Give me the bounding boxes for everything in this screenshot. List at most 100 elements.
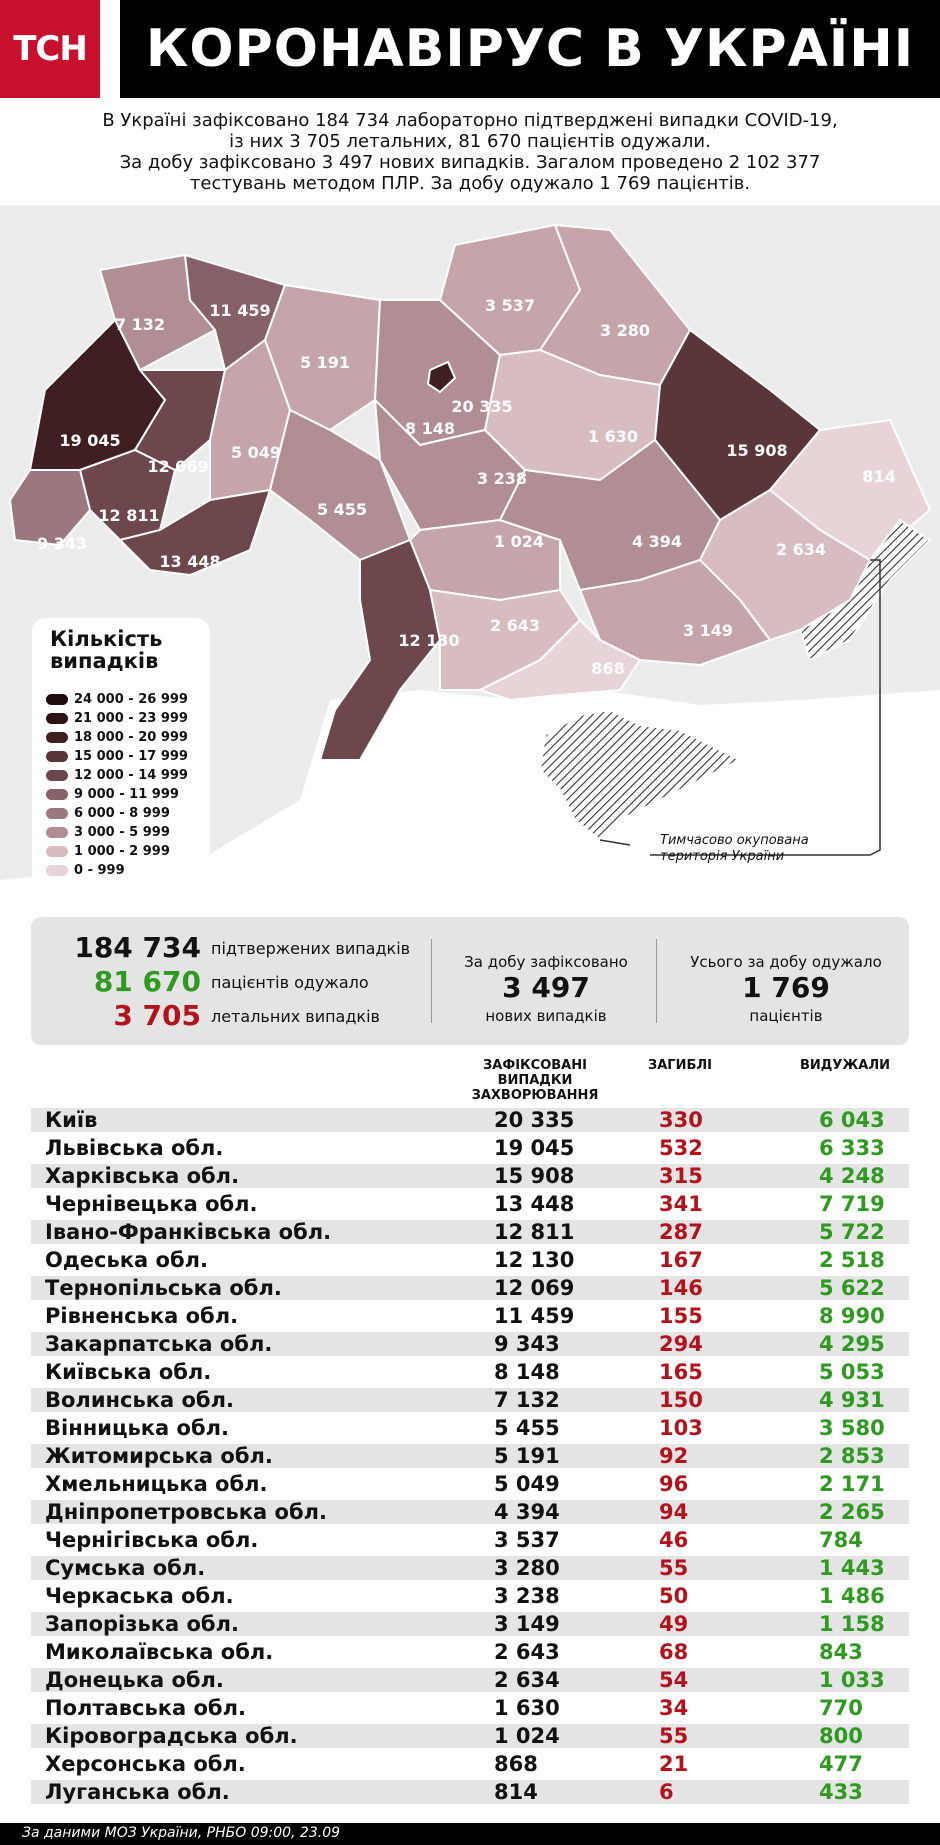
region-chernivtsi xyxy=(118,488,272,577)
row-deaths: 55 xyxy=(659,1724,689,1748)
table-row: Черкаська обл. 3 238 50 1 486 xyxy=(31,1584,909,1608)
legend-label: 12 000 - 14 999 xyxy=(74,767,188,783)
table-row: Донецька обл. 2 634 54 1 033 xyxy=(31,1668,909,1692)
legend-swatch xyxy=(46,712,68,724)
table-row: Житомирська обл. 5 191 92 2 853 xyxy=(31,1444,909,1468)
row-region: Запорізька обл. xyxy=(45,1612,239,1636)
row-cases: 1 630 xyxy=(494,1696,560,1720)
row-cases: 11 459 xyxy=(494,1304,575,1328)
map-label: 13 448 xyxy=(159,552,220,571)
map-label: 3 280 xyxy=(600,321,650,340)
row-region: Полтавська обл. xyxy=(45,1696,246,1720)
row-deaths: 21 xyxy=(659,1752,689,1776)
legend-label: 24 000 - 26 999 xyxy=(74,691,188,707)
row-recovered: 4 295 xyxy=(819,1332,885,1356)
row-recovered: 4 931 xyxy=(819,1388,885,1412)
table-row: Полтавська обл. 1 630 34 770 xyxy=(31,1696,909,1720)
region-odesa xyxy=(318,538,442,761)
row-region: Чернігівська обл. xyxy=(45,1528,259,1552)
row-region: Черкаська обл. xyxy=(45,1584,234,1608)
map-label: 7 132 xyxy=(115,315,165,334)
legend-item: 9 000 - 11 999 xyxy=(46,785,179,803)
table-row: Запорізька обл. 3 149 49 1 158 xyxy=(31,1612,909,1636)
row-recovered: 7 719 xyxy=(819,1192,885,1216)
daily-recovered-head: Усього за добу одужало xyxy=(690,953,882,971)
header-deaths: ЗАГИБЛІ xyxy=(647,1058,712,1073)
table-row: Київ 20 335 330 6 043 xyxy=(31,1108,909,1132)
legend-label: 0 - 999 xyxy=(74,862,125,878)
table-row: Одеська обл. 12 130 167 2 518 xyxy=(31,1248,909,1272)
daily-value: 3 497 xyxy=(502,971,590,1004)
row-deaths: 330 xyxy=(659,1108,703,1132)
row-recovered: 8 990 xyxy=(819,1304,885,1328)
row-region: Чернівецька обл. xyxy=(45,1192,258,1216)
row-deaths: 50 xyxy=(659,1584,689,1608)
legend-item: 1 000 - 2 999 xyxy=(46,842,170,860)
table-row: Львівська обл. 19 045 532 6 333 xyxy=(31,1136,909,1160)
row-region: Київ xyxy=(45,1108,98,1132)
recovered-value: 81 670 xyxy=(93,965,201,998)
row-recovered: 433 xyxy=(819,1780,863,1804)
row-deaths: 150 xyxy=(659,1388,703,1412)
daily-recovered-value: 1 769 xyxy=(742,971,830,1004)
table-row: Сумська обл. 3 280 55 1 443 xyxy=(31,1556,909,1580)
legend-swatch xyxy=(46,788,68,800)
map-label: 12 811 xyxy=(98,506,159,525)
table-row: Волинська обл. 7 132 150 4 931 xyxy=(31,1388,909,1412)
row-recovered: 1 033 xyxy=(819,1668,885,1692)
row-deaths: 92 xyxy=(659,1444,689,1468)
legend-swatch xyxy=(46,750,68,762)
table-row: Херсонська обл. 868 21 477 xyxy=(31,1752,909,1776)
header-cases-line: ЗАХВОРЮВАННЯ xyxy=(471,1088,599,1103)
row-deaths: 96 xyxy=(659,1472,689,1496)
tsn-logo: ТСН xyxy=(0,0,100,98)
summary-line: За добу зафіксовано 3 497 нових випадків… xyxy=(119,152,821,173)
occupied-note-line: Тимчасово окупована xyxy=(660,833,809,848)
row-region: Сумська обл. xyxy=(45,1556,206,1580)
row-region: Вінницька обл. xyxy=(45,1416,229,1440)
region-zakarpattia xyxy=(8,469,92,547)
map-svg: 7 132 11 459 5 191 3 537 3 280 19 045 12… xyxy=(0,223,940,925)
row-deaths: 287 xyxy=(659,1220,703,1244)
row-recovered: 770 xyxy=(819,1696,863,1720)
legend-item: 3 000 - 5 999 xyxy=(46,823,170,841)
occupied-note-line: територія України xyxy=(660,849,785,864)
map-label: 4 394 xyxy=(632,532,682,551)
row-recovered: 2 171 xyxy=(819,1472,885,1496)
legend-title-line: випадків xyxy=(50,649,159,673)
map-label: 1 024 xyxy=(494,532,544,551)
row-recovered: 6 043 xyxy=(819,1108,885,1132)
row-region: Рівненська обл. xyxy=(45,1304,239,1328)
map-label: 2 634 xyxy=(776,540,826,559)
row-recovered: 1 486 xyxy=(819,1584,885,1608)
region-kherson xyxy=(477,618,642,702)
legend-title-line: Кількість xyxy=(50,627,163,651)
map-legend: Кількість випадків 24 000 - 26 999 21 00… xyxy=(32,618,210,888)
header-cases-line: ВИПАДКИ xyxy=(497,1073,573,1088)
map-label: 9 343 xyxy=(37,534,87,553)
row-cases: 814 xyxy=(494,1780,538,1804)
row-cases: 2 643 xyxy=(494,1640,560,1664)
deaths-label: летальних випадків xyxy=(211,1007,380,1026)
map-label: 8 148 xyxy=(405,419,455,438)
row-recovered: 843 xyxy=(819,1640,863,1664)
row-cases: 19 045 xyxy=(494,1136,575,1160)
map-label: 3 238 xyxy=(477,469,527,488)
map-label: 5 049 xyxy=(231,443,281,462)
map-label: 5 191 xyxy=(300,353,350,372)
map-label: 12 130 xyxy=(398,631,459,650)
legend-swatch xyxy=(46,693,68,705)
row-cases: 5 455 xyxy=(494,1416,560,1440)
legend-label: 21 000 - 23 999 xyxy=(74,710,188,726)
row-cases: 12 130 xyxy=(494,1248,575,1272)
row-recovered: 6 333 xyxy=(819,1136,885,1160)
row-cases: 9 343 xyxy=(494,1332,560,1356)
table-row: Кіровоградська обл. 1 024 55 800 xyxy=(31,1724,909,1748)
legend-swatch xyxy=(46,769,68,781)
row-deaths: 6 xyxy=(659,1780,674,1804)
row-deaths: 54 xyxy=(659,1668,689,1692)
header-recovered: ВИДУЖАЛИ xyxy=(799,1058,891,1073)
row-cases: 868 xyxy=(494,1752,538,1776)
row-recovered: 3 580 xyxy=(819,1416,885,1440)
map-label: 12 069 xyxy=(147,457,208,476)
